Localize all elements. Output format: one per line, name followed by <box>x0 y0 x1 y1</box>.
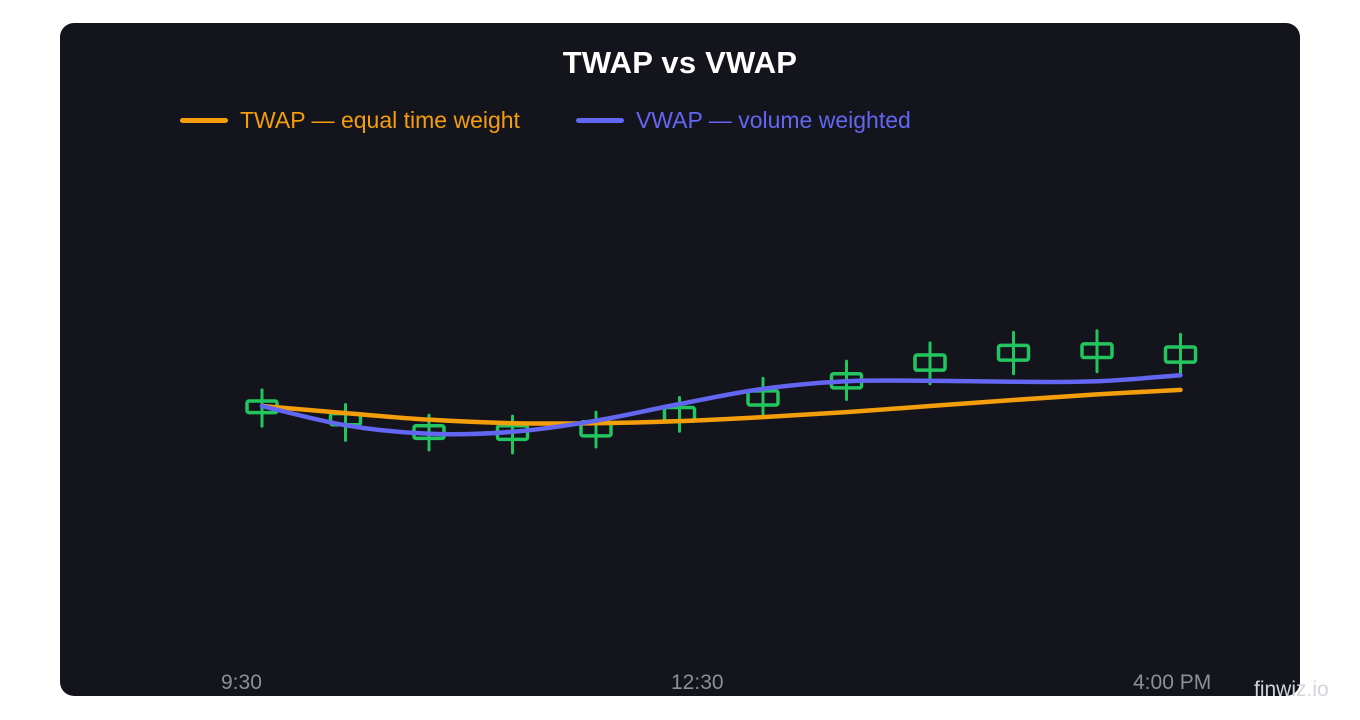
legend-item-vwap: VWAP — volume weighted <box>575 104 911 136</box>
legend-swatch-twap <box>180 117 228 123</box>
watermark: finwiz.io <box>1254 678 1329 701</box>
candle-9 <box>913 341 947 386</box>
chart-legend: TWAP — equal time weight VWAP — volume w… <box>180 104 967 136</box>
legend-label-vwap: VWAP — volume weighted <box>635 107 911 133</box>
candle-10 <box>996 330 1031 376</box>
chart-title: TWAP vs VWAP <box>562 45 798 80</box>
x-tick-label-close: 4:00 PM <box>1133 671 1212 694</box>
vwap-line <box>259 372 1183 437</box>
legend-swatch-vwap <box>575 117 624 123</box>
x-tick-label-open: 9:30 <box>221 671 262 694</box>
chart-card <box>60 23 1300 696</box>
candle-12 <box>1163 332 1198 378</box>
x-tick-label-midday: 12:30 <box>671 671 724 694</box>
candle-11 <box>1080 329 1114 374</box>
twap-line <box>259 387 1183 426</box>
candle-6 <box>662 395 697 433</box>
legend-item-twap: TWAP — equal time weight <box>180 104 520 136</box>
candle-7 <box>746 376 780 418</box>
legend-label-twap: TWAP — equal time weight <box>240 107 520 133</box>
